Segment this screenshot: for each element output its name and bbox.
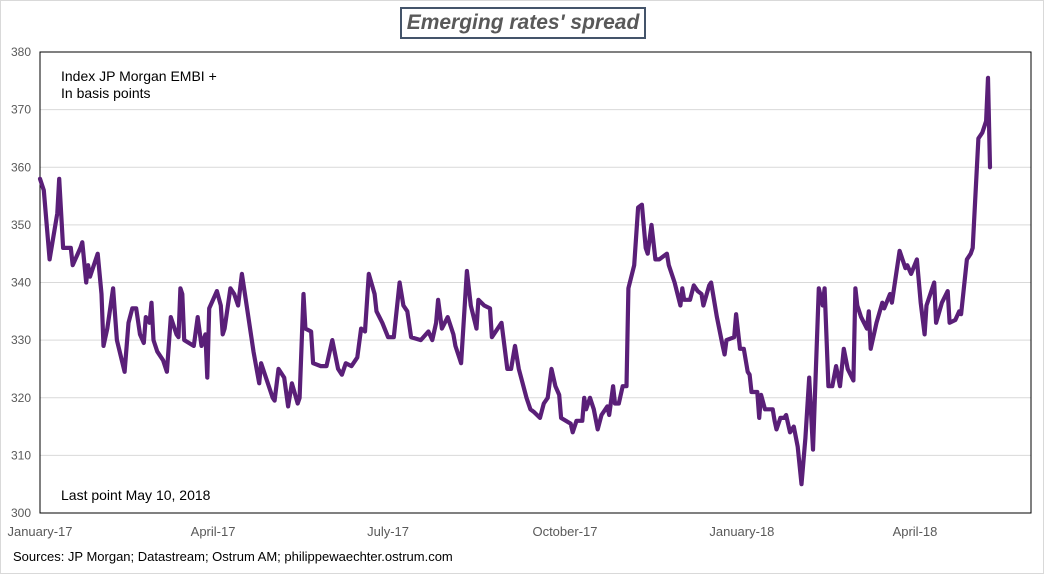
y-tick-label: 310 bbox=[11, 448, 31, 462]
annotation-index: Index JP Morgan EMBI + bbox=[61, 68, 217, 84]
x-tick-label: October-17 bbox=[532, 524, 597, 539]
plot-area-border bbox=[39, 51, 1032, 514]
y-tick-label: 370 bbox=[11, 103, 31, 117]
y-axis-labels: 300 310 320 330 340 350 360 370 380 bbox=[11, 45, 31, 520]
source-note: Sources: JP Morgan; Datastream; Ostrum A… bbox=[13, 549, 453, 564]
chart-title: Emerging rates' spread bbox=[400, 7, 646, 39]
y-tick-label: 320 bbox=[11, 391, 31, 405]
last-point-note: Last point May 10, 2018 bbox=[61, 487, 211, 503]
x-tick-label: January-18 bbox=[709, 524, 774, 539]
y-tick-label: 360 bbox=[11, 160, 31, 174]
x-tick-label: April-17 bbox=[191, 524, 236, 539]
y-tick-label: 330 bbox=[11, 333, 31, 347]
annotation-units: In basis points bbox=[61, 85, 151, 101]
y-tick-label: 340 bbox=[11, 276, 31, 290]
series-line-embi-spread bbox=[37, 75, 993, 487]
y-tick-label: 300 bbox=[11, 506, 31, 520]
x-tick-label: July-17 bbox=[367, 524, 409, 539]
gridlines bbox=[40, 109, 1031, 456]
x-tick-label: April-18 bbox=[893, 524, 938, 539]
y-tick-label: 350 bbox=[11, 218, 31, 232]
y-tick-label: 380 bbox=[11, 45, 31, 59]
x-axis-labels: January-17 April-17 July-17 October-17 Janua… bbox=[7, 524, 937, 539]
x-tick-label: January-17 bbox=[7, 524, 72, 539]
